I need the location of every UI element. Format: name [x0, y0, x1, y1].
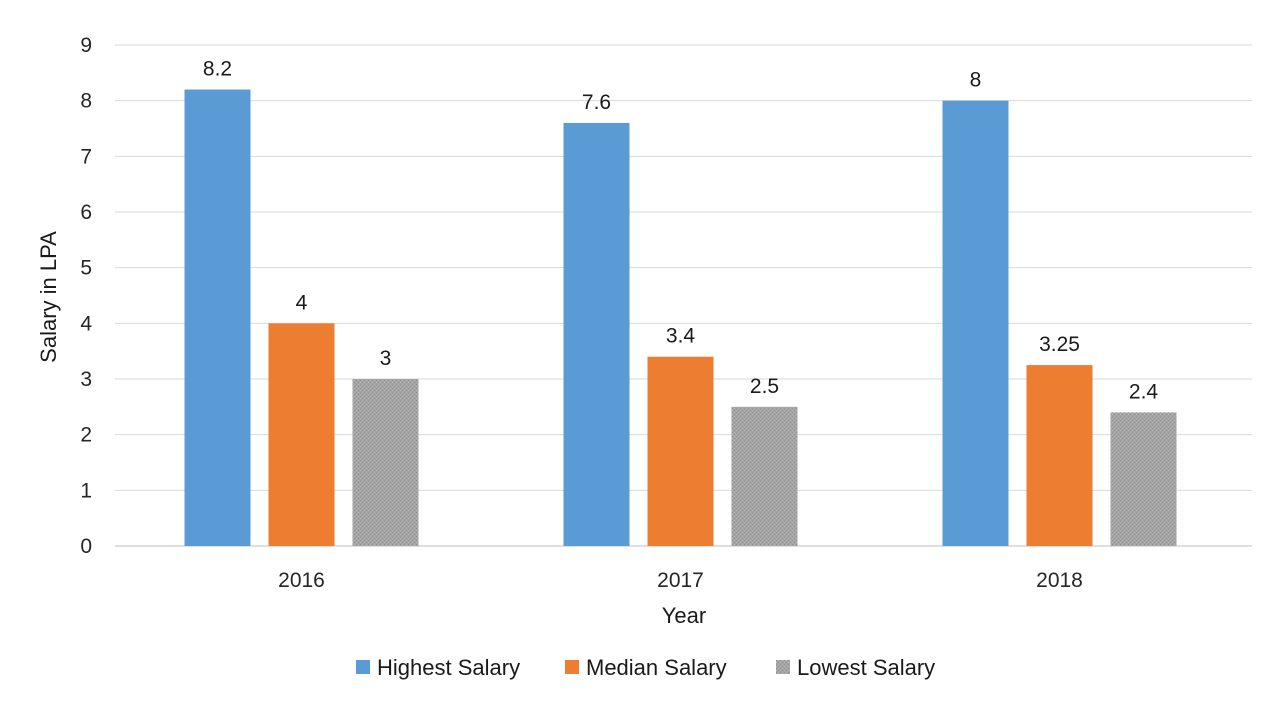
y-tick-label: 0 [80, 535, 92, 558]
data-label: 3.25 [1039, 333, 1080, 356]
data-label: 8 [970, 69, 982, 92]
y-tick-label: 3 [80, 368, 92, 391]
y-tick-label: 9 [80, 34, 92, 57]
data-label: 3 [380, 347, 392, 370]
data-label: 8.2 [203, 58, 232, 81]
data-label: 7.6 [582, 91, 611, 114]
data-label: 2.5 [750, 375, 779, 398]
bar-highest-salary-2017 [563, 122, 630, 546]
y-tick-label: 4 [80, 312, 92, 335]
legend-label: Median Salary [586, 655, 727, 680]
legend-swatch-median-salary [565, 660, 579, 674]
bar-median-salary-2016 [268, 323, 335, 546]
y-tick-label: 8 [80, 90, 92, 113]
x-tick-label: 2017 [657, 569, 704, 592]
bar-highest-salary-2018 [942, 100, 1009, 547]
legend-swatch-lowest-salary [776, 660, 790, 674]
y-tick-label: 5 [80, 257, 92, 280]
x-tick-label: 2016 [278, 569, 325, 592]
bar-highest-salary-2016 [184, 89, 251, 547]
bar-median-salary-2018 [1026, 365, 1093, 546]
y-axis-ticks: 0 1 2 3 4 5 6 7 8 9 [80, 34, 92, 558]
y-tick-label: 1 [80, 479, 92, 502]
bar-median-salary-2017 [647, 356, 714, 546]
legend: Highest Salary Median Salary Lowest Salary [356, 655, 935, 680]
data-label: 3.4 [666, 325, 696, 348]
data-label: 2.4 [1129, 380, 1159, 403]
bar-lowest-salary-2016 [352, 379, 419, 546]
y-axis-title: Salary in LPA [36, 231, 61, 363]
bars [184, 89, 1177, 547]
bar-lowest-salary-2017 [731, 406, 798, 546]
bar-lowest-salary-2018 [1110, 412, 1177, 546]
y-tick-label: 6 [80, 201, 92, 224]
x-axis-ticks: 2016 2017 2018 [278, 569, 1083, 592]
x-tick-label: 2018 [1036, 569, 1083, 592]
y-tick-label: 7 [80, 145, 92, 168]
data-label: 4 [296, 291, 308, 314]
legend-label: Lowest Salary [797, 655, 935, 680]
x-axis-title: Year [662, 603, 706, 628]
data-labels: 8.2 4 3 7.6 3.4 2.5 8 3.25 2.4 [203, 58, 1159, 404]
y-tick-label: 2 [80, 424, 92, 447]
legend-label: Highest Salary [377, 655, 520, 680]
legend-swatch-highest-salary [356, 660, 370, 674]
